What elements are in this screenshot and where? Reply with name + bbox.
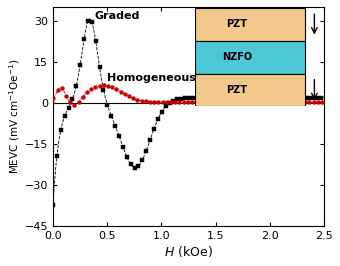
Text: PZT: PZT xyxy=(226,85,247,95)
Y-axis label: MEVC (mV cm$^{-1}$Oe$^{-1}$): MEVC (mV cm$^{-1}$Oe$^{-1}$) xyxy=(7,59,22,174)
X-axis label: $\it{H}$ (kOe): $\it{H}$ (kOe) xyxy=(164,244,213,259)
Text: NZFO: NZFO xyxy=(222,52,252,62)
Bar xyxy=(195,41,305,74)
Bar xyxy=(195,74,305,106)
Text: Graded: Graded xyxy=(94,11,139,21)
Text: Homogeneous: Homogeneous xyxy=(107,73,196,83)
Text: PZT: PZT xyxy=(226,19,247,29)
Bar xyxy=(195,8,305,41)
